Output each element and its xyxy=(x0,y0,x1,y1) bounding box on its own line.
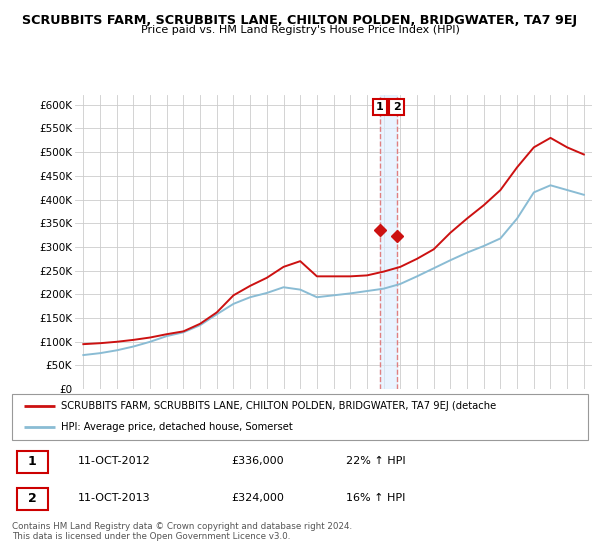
Text: 16% ↑ HPI: 16% ↑ HPI xyxy=(346,493,406,503)
Text: SCRUBBITS FARM, SCRUBBITS LANE, CHILTON POLDEN, BRIDGWATER, TA7 9EJ: SCRUBBITS FARM, SCRUBBITS LANE, CHILTON … xyxy=(22,14,578,27)
Text: £324,000: £324,000 xyxy=(231,493,284,503)
Text: SCRUBBITS FARM, SCRUBBITS LANE, CHILTON POLDEN, BRIDGWATER, TA7 9EJ (detache: SCRUBBITS FARM, SCRUBBITS LANE, CHILTON … xyxy=(61,401,496,411)
Text: 11-OCT-2013: 11-OCT-2013 xyxy=(78,493,151,503)
Text: 2: 2 xyxy=(393,102,401,112)
FancyBboxPatch shape xyxy=(17,451,48,473)
Text: Contains HM Land Registry data © Crown copyright and database right 2024.
This d: Contains HM Land Registry data © Crown c… xyxy=(12,522,352,542)
Text: HPI: Average price, detached house, Somerset: HPI: Average price, detached house, Some… xyxy=(61,422,293,432)
Text: Price paid vs. HM Land Registry's House Price Index (HPI): Price paid vs. HM Land Registry's House … xyxy=(140,25,460,35)
Text: 11-OCT-2012: 11-OCT-2012 xyxy=(78,456,151,466)
Text: 2: 2 xyxy=(28,492,37,505)
Text: £336,000: £336,000 xyxy=(231,456,284,466)
Text: 1: 1 xyxy=(28,455,37,468)
Text: 22% ↑ HPI: 22% ↑ HPI xyxy=(346,456,406,466)
FancyBboxPatch shape xyxy=(17,488,48,510)
Text: 1: 1 xyxy=(376,102,384,112)
Bar xyxy=(380,95,397,389)
FancyBboxPatch shape xyxy=(12,394,588,440)
